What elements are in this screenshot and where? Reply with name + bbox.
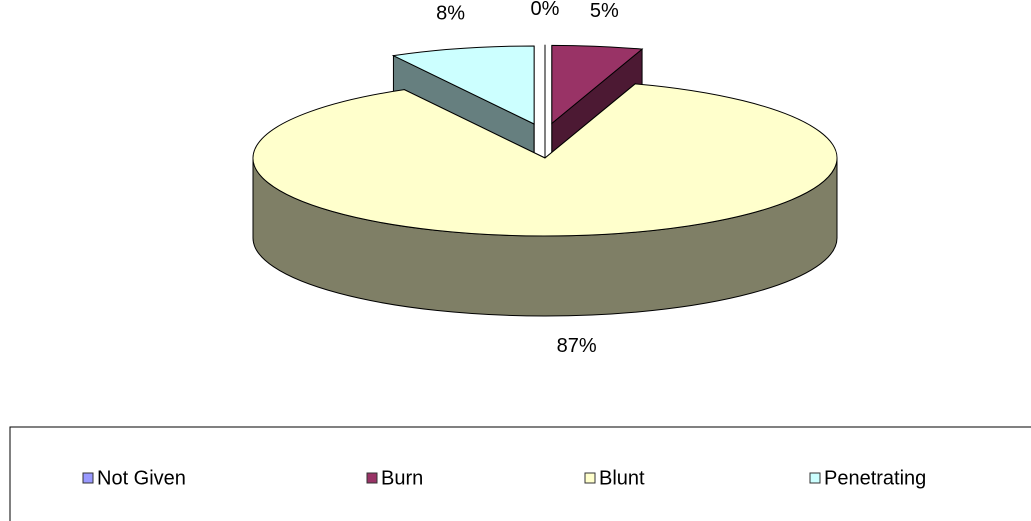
legend-swatch: [809, 472, 821, 484]
slice-top: [252, 83, 838, 237]
legend-label: Not Given: [97, 467, 186, 489]
legend-label: Blunt: [599, 467, 645, 489]
slice-top: [551, 44, 644, 125]
legend-label: Burn: [381, 467, 423, 489]
legend-box: [9, 426, 1031, 521]
legend-swatch: [82, 472, 94, 484]
legend-swatch: [584, 472, 596, 484]
legend-label: Penetrating: [824, 467, 926, 489]
legend: Not Given Burn Blunt Penetrating: [82, 467, 926, 489]
pie: [252, 44, 838, 317]
slice: [252, 82, 838, 317]
data-label: 8%: [436, 3, 465, 25]
data-label: 5%: [590, 0, 619, 22]
data-label: 87%: [557, 335, 597, 357]
legend-swatch: [366, 472, 378, 484]
slice-top: [391, 45, 535, 125]
data-label: 0%: [531, 0, 560, 20]
